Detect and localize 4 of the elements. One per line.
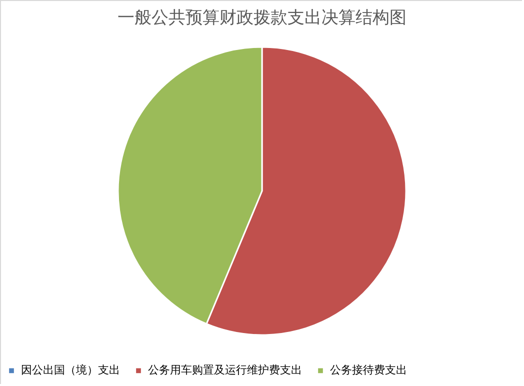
legend-label: 因公出国（境）支出 xyxy=(21,364,120,377)
legend-label: 公务用车购置及运行维护费支出 xyxy=(148,364,302,377)
legend-label: 公务接待费支出 xyxy=(330,364,407,377)
chart-title: 一般公共预算财政拨款支出决算结构图 xyxy=(118,8,406,28)
